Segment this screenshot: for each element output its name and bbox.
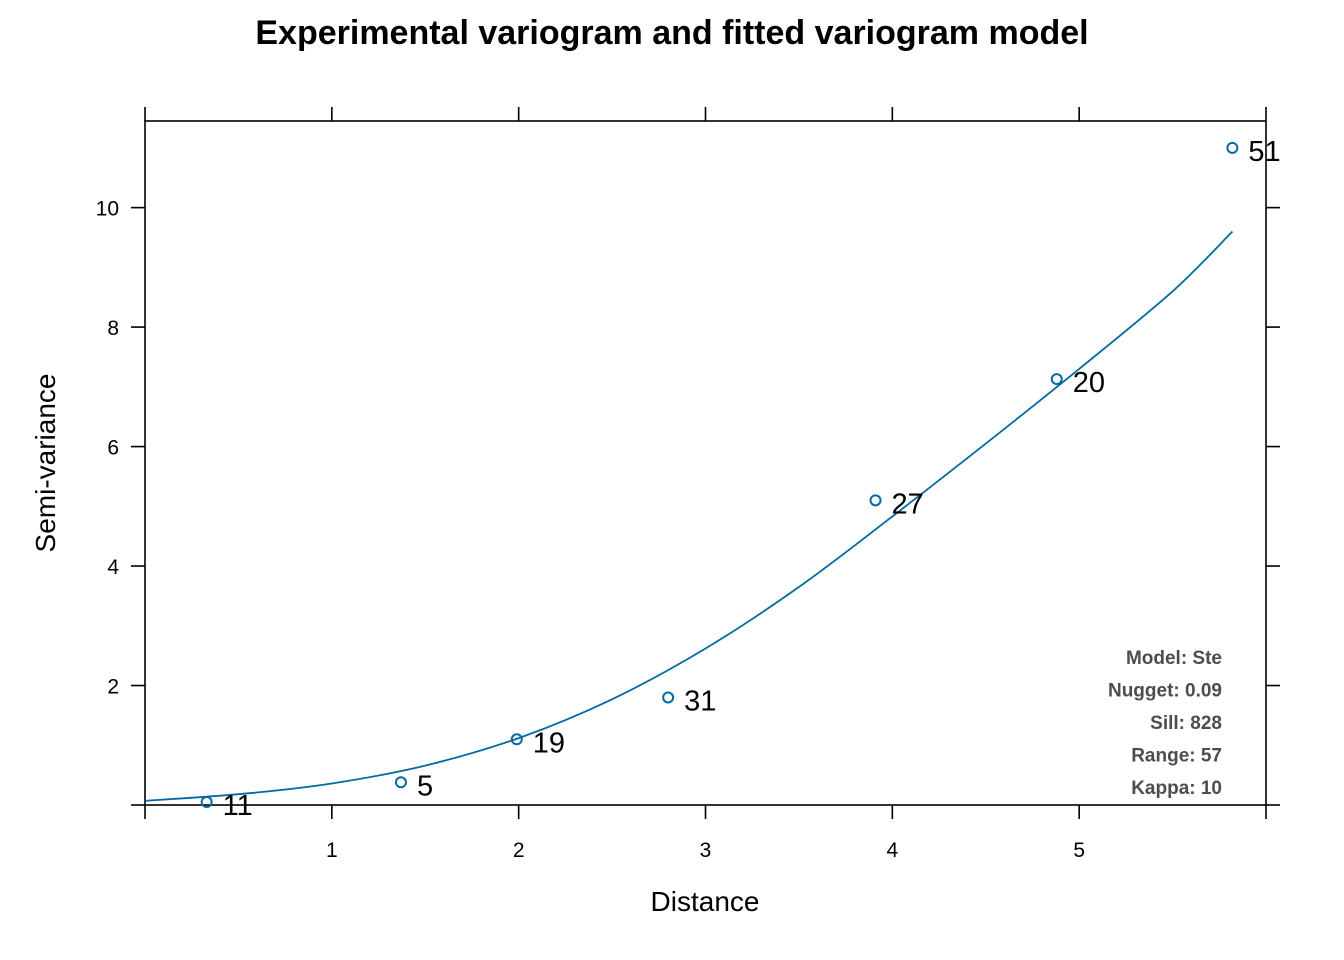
data-point [510,733,523,746]
data-point [394,776,407,789]
point-label: 5 [417,770,433,802]
fitted-model-line [144,230,1234,802]
point-labels: 11 5 19 31 27 20 51 [223,136,1281,822]
data-point [662,691,675,704]
model-info-line: Sill: 828 [1150,713,1222,734]
x-tick-label: 2 [513,839,525,862]
data-point [1050,373,1063,386]
model-info: Model: Ste Nugget: 0.09 Sill: 828 Range: 57… [1108,648,1222,799]
data-point [200,796,213,809]
data-points [200,141,1239,809]
x-axis-label: Distance [651,886,760,917]
y-axis-label: Semi-variance [30,374,61,553]
y-tick-label: 2 [107,676,119,699]
x-tick-label: 1 [326,839,338,862]
y-tick-label: 4 [107,556,119,579]
chart-title: Experimental variogram and fitted variog… [255,14,1088,52]
data-point [1226,141,1239,154]
y-tick-label: 10 [96,198,119,221]
point-label: 20 [1073,367,1105,399]
point-label: 27 [892,488,924,520]
fitted-model [144,230,1234,802]
y-tick-label: 8 [107,317,119,340]
model-info-line: Model: Ste [1126,648,1222,669]
point-label: 51 [1248,136,1280,168]
model-info-line: Range: 57 [1131,746,1222,767]
model-info-line: Nugget: 0.09 [1108,681,1222,702]
axis-ticks: 1 2 3 4 5 2 4 6 8 10 [96,107,1280,862]
point-label: 31 [684,685,716,717]
y-tick-label: 6 [107,437,119,460]
x-tick-label: 3 [700,839,712,862]
point-label: 11 [223,790,253,822]
point-label: 19 [533,727,565,759]
x-tick-label: 4 [886,839,898,862]
data-point [869,494,882,507]
model-info-line: Kappa: 10 [1131,778,1222,799]
x-tick-label: 5 [1073,839,1085,862]
